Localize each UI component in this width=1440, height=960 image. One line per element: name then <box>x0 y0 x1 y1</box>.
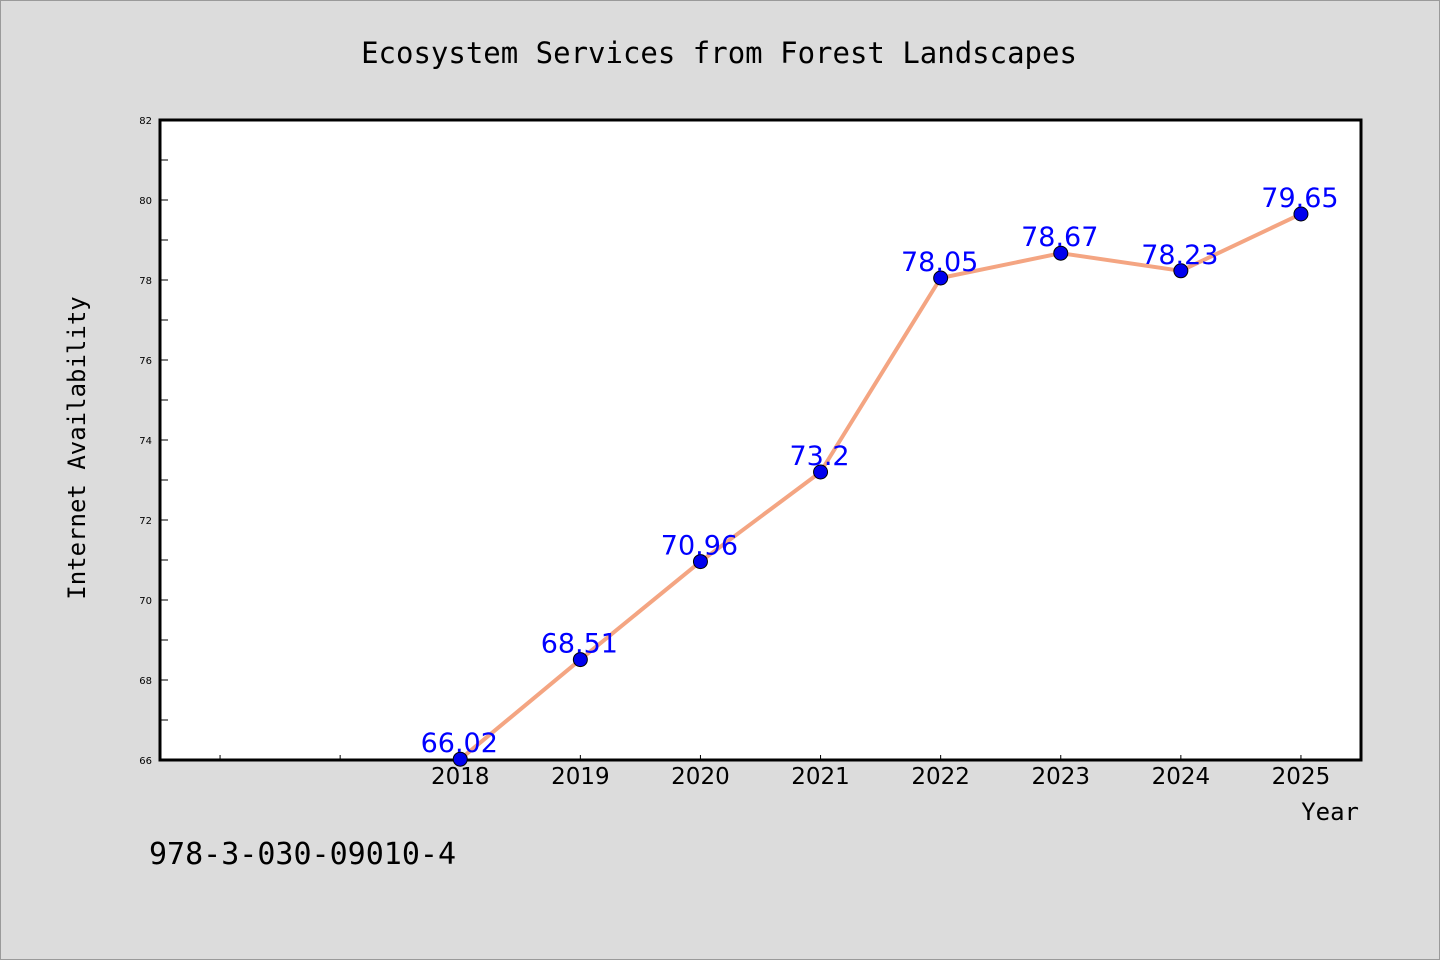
data-point <box>1053 245 1069 261</box>
x-tick-label: 2023 <box>1031 764 1090 790</box>
data-label: 66.02 <box>421 728 498 759</box>
y-tick-label: 74 <box>139 436 152 447</box>
y-tick-label: 72 <box>139 516 152 527</box>
x-tick-label: 2024 <box>1152 764 1211 790</box>
data-point <box>813 464 829 480</box>
series-layer: 66.02 68.51 70.96 73.2 78.05 78.67 78.23 79.65 <box>421 183 1339 767</box>
series-line <box>458 212 1302 761</box>
y-tick-label: 66 <box>139 756 152 767</box>
data-label: 78.23 <box>1141 240 1218 271</box>
y-axis: 66 68 70 72 74 76 78 80 82 <box>139 116 168 767</box>
data-point <box>1293 206 1309 222</box>
plot-area <box>158 118 1363 762</box>
x-tick-label: 2021 <box>791 764 850 790</box>
data-label: 78.67 <box>1021 222 1098 253</box>
x-axis: 2018 2019 2020 2021 2022 2023 2024 2025 <box>219 755 1331 790</box>
x-tick-label: 2022 <box>911 764 970 790</box>
y-axis-label: Internet Availability <box>63 296 91 599</box>
isbn-text: 978-3-030-09010-4 <box>149 837 456 872</box>
chart-title: Ecosystem Services from Forest Landscape… <box>361 36 1077 70</box>
x-tick-label: 2025 <box>1272 764 1331 790</box>
y-tick-label: 82 <box>139 116 152 127</box>
data-label: 68.51 <box>541 629 618 660</box>
x-tick-label: 2018 <box>431 764 490 790</box>
x-tick-label: 2019 <box>551 764 610 790</box>
x-axis-label: Year <box>1301 798 1359 826</box>
y-tick-label: 68 <box>139 676 152 687</box>
data-label: 79.65 <box>1261 183 1338 214</box>
data-point <box>933 270 949 286</box>
data-label: 78.05 <box>901 247 978 278</box>
y-tick-label: 78 <box>139 276 152 287</box>
x-tick-label: 2020 <box>671 764 730 790</box>
y-tick-label: 80 <box>139 196 152 207</box>
data-point <box>452 751 468 767</box>
data-label: 70.96 <box>661 531 738 562</box>
y-tick-label: 76 <box>139 356 152 367</box>
data-point <box>572 652 588 668</box>
data-point <box>692 554 708 570</box>
data-point <box>1173 263 1189 279</box>
data-label: 73.2 <box>789 441 849 472</box>
y-tick-label: 70 <box>139 596 152 607</box>
